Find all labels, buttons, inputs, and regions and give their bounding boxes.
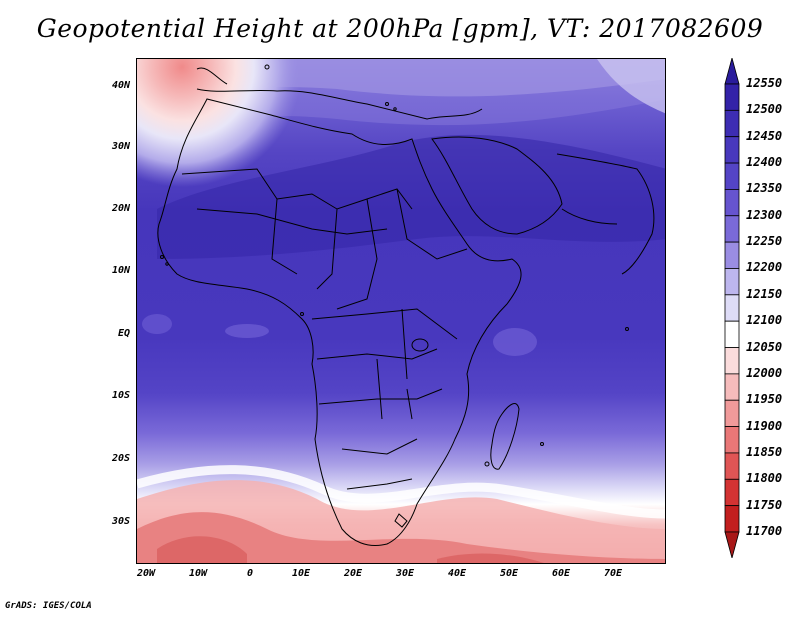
lon-tick-60e: 60E [551,568,571,579]
colorbar-level-label: 12000 [746,365,783,380]
colorbar-segment [724,505,740,533]
colorbar-bottom-arrow [724,531,740,558]
lat-tick-30n: 30N [111,141,130,152]
colorbar-segment [724,136,740,164]
colorbar-level-label: 11950 [746,392,783,407]
colorbar-level-label: 12300 [746,207,783,222]
lat-tick-10n: 10N [111,265,130,276]
map-title: Geopotential Height at 200hPa [gpm], VT:… [36,14,764,43]
colorbar-segment [724,399,740,427]
colorbar-segment [724,478,740,507]
colorbar-segment [724,189,740,217]
colorbar-segment [724,215,740,243]
colorbar-segment [724,452,740,480]
lat-tick-20s: 20S [111,453,130,464]
colorbar-level-label: 12150 [746,286,783,301]
colorbar-level-label: 11850 [746,444,783,459]
colorbar-segment [724,241,740,269]
colorbar-segment [724,109,740,138]
colorbar-segment [724,347,740,375]
lon-tick-70e: 70E [603,568,623,579]
colorbar-level-label: 11900 [746,418,783,433]
colorbar-level-label: 12350 [746,181,783,196]
colorbar-segment [724,294,740,322]
lon-tick-10w: 10W [188,568,208,579]
lat-tick-40n: 40N [111,80,130,91]
colorbar-segment [724,162,740,190]
height-field-map [137,59,665,563]
colorbar-top-arrow [724,58,740,85]
colorbar-level-label: 12200 [746,260,783,275]
lat-tick-10s: 10S [111,390,130,401]
colorbar-level-label: 11700 [746,524,783,538]
colorbar-segment [724,268,740,296]
colorbar-level-label: 12400 [746,155,783,170]
colorbar-level-label: 12050 [746,339,783,354]
colorbar-level-label: 12550 [746,76,783,90]
lon-tick-40e: 40E [447,568,467,579]
lon-tick-20e: 20E [343,568,363,579]
colorbar-segment [724,320,740,348]
lon-tick-30e: 30E [395,568,415,579]
colorbar-segment [724,83,740,111]
grads-credit: GrADS: IGES/COLA [5,601,92,611]
coastlines [157,64,655,546]
map-panel [136,58,666,564]
colorbar-segment [724,426,740,454]
lon-tick-0: 0 [246,568,254,579]
colorbar-level-label: 12500 [746,102,783,117]
lon-tick-10e: 10E [291,568,311,579]
lat-tick-eq: EQ [117,328,130,339]
colorbar-level-label: 11800 [746,471,783,486]
colorbar-level-label: 12100 [746,313,783,328]
lat-tick-30s: 30S [111,516,130,527]
colorbar-level-label: 11750 [746,497,783,512]
colorbar-level-label: 12250 [746,234,783,249]
lon-tick-50e: 50E [499,568,519,579]
colorbar-segment [724,373,740,401]
lon-tick-20w: 20W [136,568,156,579]
colorbar [724,58,740,558]
lat-tick-20n: 20N [111,203,130,214]
colorbar-level-label: 12450 [746,128,783,143]
